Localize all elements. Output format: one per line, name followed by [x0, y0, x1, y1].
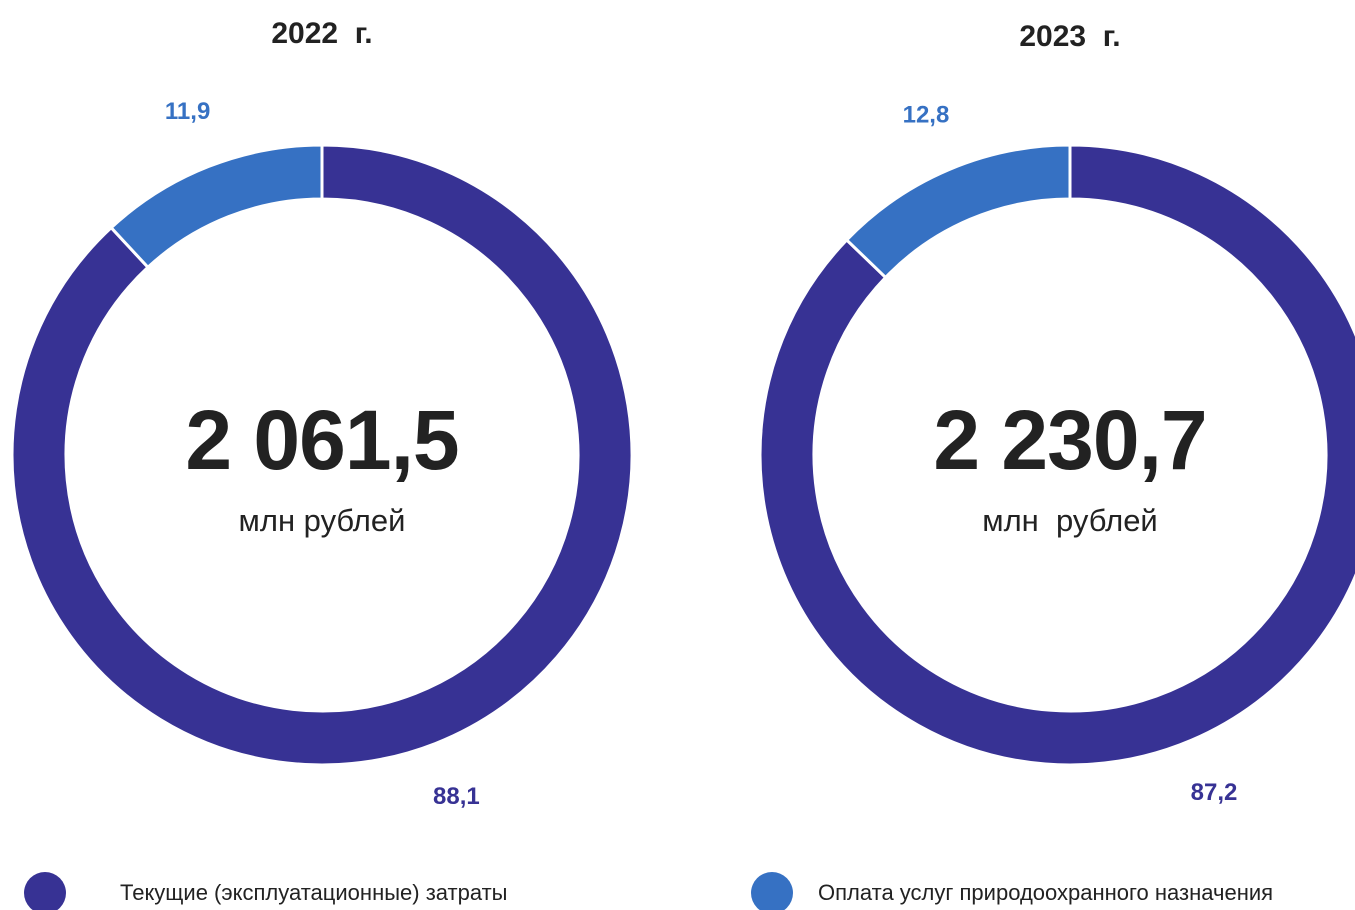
value-label: 88,1 [433, 783, 480, 810]
donut-segment [10, 143, 634, 767]
value-label: 12,8 [903, 102, 950, 129]
unit-label: млн рублей [239, 503, 406, 538]
legend-swatch [751, 872, 793, 910]
legend-label: Текущие (эксплуатационные) затраты [120, 880, 508, 905]
donut-segment [109, 143, 324, 270]
value-label: 87,2 [1191, 779, 1238, 806]
legend-label: Оплата услуг природоохранного назначения [818, 880, 1273, 905]
total-label: 2 230,7 [933, 393, 1206, 487]
value-label: 11,9 [165, 98, 210, 125]
unit-label: млн рублей [982, 503, 1158, 538]
total-label: 2 061,5 [185, 393, 458, 487]
donut-segment [844, 143, 1072, 280]
legend-swatch [24, 872, 66, 910]
chart-title: 2022 г. [271, 17, 372, 50]
donut-segment [758, 143, 1355, 767]
chart-title: 2023 г. [1019, 20, 1120, 53]
